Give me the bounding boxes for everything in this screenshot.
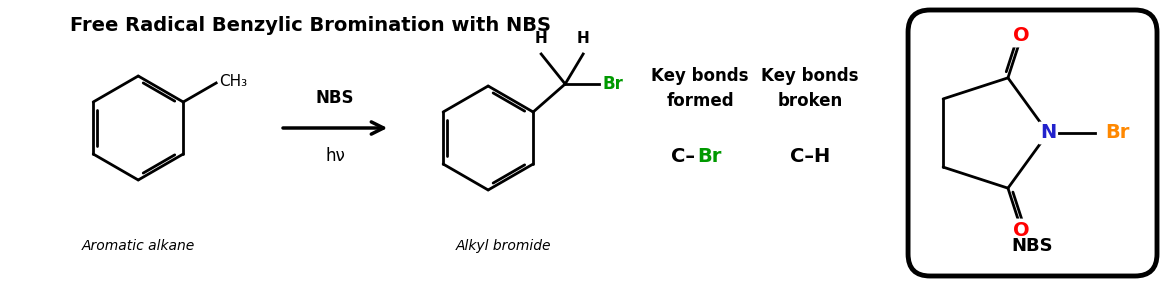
Text: Alkyl bromide: Alkyl bromide	[455, 239, 551, 253]
Text: CH₃: CH₃	[219, 74, 247, 90]
Text: Br: Br	[603, 75, 624, 93]
Text: NBS: NBS	[1012, 237, 1053, 255]
Text: C–: C–	[672, 146, 695, 166]
Text: Br: Br	[697, 146, 722, 166]
Text: Aromatic alkane: Aromatic alkane	[82, 239, 195, 253]
Text: C–H: C–H	[790, 146, 831, 166]
FancyBboxPatch shape	[908, 10, 1157, 276]
Text: Key bonds: Key bonds	[652, 67, 749, 85]
Text: O: O	[1013, 221, 1030, 239]
Text: broken: broken	[777, 92, 842, 110]
Text: O: O	[1013, 27, 1030, 45]
Text: formed: formed	[666, 92, 734, 110]
Text: Key bonds: Key bonds	[762, 67, 859, 85]
Text: H: H	[577, 31, 590, 46]
Text: hν: hν	[325, 147, 345, 165]
Text: N: N	[1040, 124, 1057, 142]
Text: H: H	[535, 31, 548, 46]
Text: Br: Br	[1104, 124, 1129, 142]
Text: NBS: NBS	[316, 89, 355, 107]
Text: Free Radical Benzylic Bromination with NBS: Free Radical Benzylic Bromination with N…	[70, 16, 551, 35]
